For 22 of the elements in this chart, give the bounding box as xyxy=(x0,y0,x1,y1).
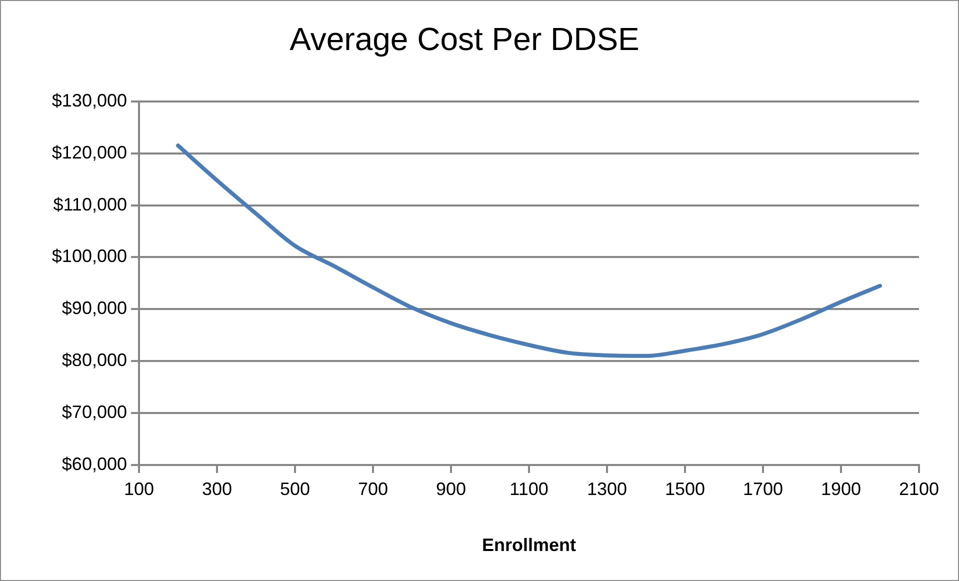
x-tick-label: 700 xyxy=(358,478,388,499)
y-tick-label: $100,000 xyxy=(52,246,127,266)
y-tick-label: $130,000 xyxy=(52,90,127,110)
line-series xyxy=(176,144,882,358)
x-tick-label: 900 xyxy=(436,478,466,499)
y-tick-label: $80,000 xyxy=(62,350,127,370)
y-tick-label: $110,000 xyxy=(53,194,127,214)
x-tick-label: 100 xyxy=(124,478,154,499)
x-tick-label: 1100 xyxy=(510,478,548,499)
x-axis-title: Enrollment xyxy=(482,535,576,556)
x-tick-label: 500 xyxy=(280,478,310,499)
y-tick-label: $90,000 xyxy=(62,298,127,318)
x-tick-label: 1700 xyxy=(742,478,784,499)
chart-title: Average Cost Per DDSE xyxy=(290,21,640,58)
x-tick-label: 1300 xyxy=(586,478,628,499)
x-tick-label: 1500 xyxy=(664,478,706,499)
x-tick-label: 2100 xyxy=(898,478,940,499)
x-tick-label: 300 xyxy=(202,478,232,499)
y-tick-label: $120,000 xyxy=(52,142,127,162)
y-tick-label: $70,000 xyxy=(62,402,127,422)
x-tick-label: 1900 xyxy=(820,478,862,499)
y-tick-label: $60,000 xyxy=(62,454,127,474)
